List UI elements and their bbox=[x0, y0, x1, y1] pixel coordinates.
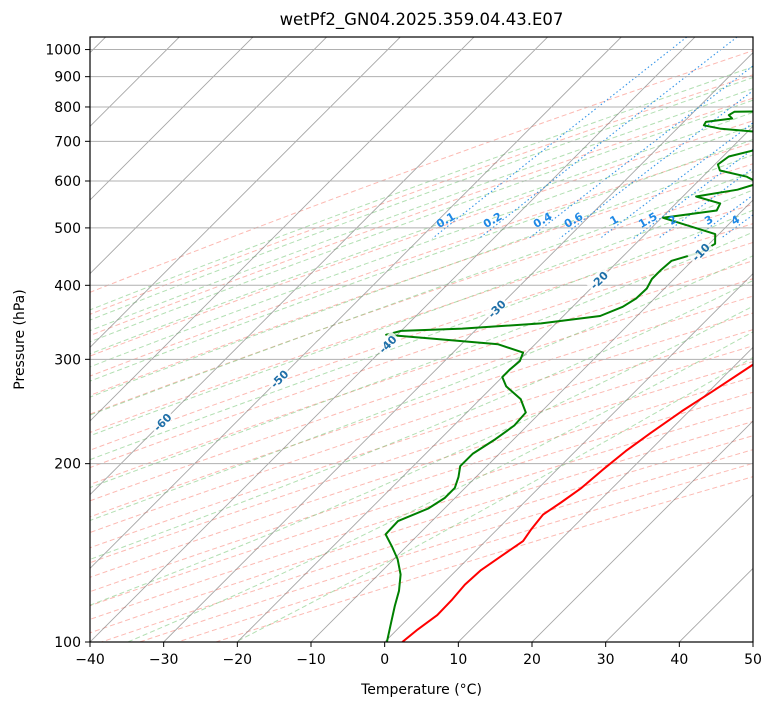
moist-adiabat bbox=[90, 66, 753, 311]
isotherm-line bbox=[90, 37, 622, 569]
dry-adiabat bbox=[90, 142, 753, 377]
isotherm-line bbox=[384, 273, 753, 642]
y-tick-label: 400 bbox=[54, 278, 81, 294]
y-axis-ticks: 1000 900 800 700 600 500 400 300 200 100 bbox=[45, 43, 90, 651]
svg-text:6: 6 bbox=[768, 213, 775, 228]
dry-adiabat bbox=[90, 278, 753, 502]
dry-adiabat bbox=[90, 312, 753, 534]
isotherm-line bbox=[163, 52, 753, 642]
pressure-grid bbox=[90, 49, 753, 642]
mixing-ratio-line bbox=[658, 167, 753, 239]
x-tick-label: −30 bbox=[149, 652, 179, 668]
chart-title: wetPf2_GN04.2025.359.04.43.E07 bbox=[280, 10, 564, 30]
moist-adiabat bbox=[90, 154, 753, 398]
plot-background bbox=[90, 37, 753, 642]
x-tick-label: 50 bbox=[744, 652, 762, 668]
y-tick-label: 600 bbox=[54, 174, 81, 190]
y-tick-label: 800 bbox=[54, 100, 81, 116]
y-tick-label: 500 bbox=[54, 221, 81, 237]
x-tick-label: 0 bbox=[380, 652, 389, 668]
dry-adiabat bbox=[90, 223, 753, 451]
mixing-ratio-line bbox=[528, 65, 753, 239]
mixing-ratio-line bbox=[760, 35, 775, 239]
mixing-ratio-line bbox=[478, 37, 738, 239]
x-axis-title: Temperature (°C) bbox=[360, 682, 482, 698]
y-tick-label: 300 bbox=[54, 352, 81, 368]
y-tick-label: 1000 bbox=[45, 43, 81, 59]
moist-adiabat bbox=[90, 280, 753, 560]
dry-adiabat bbox=[90, 241, 753, 469]
isotherm-line bbox=[90, 37, 254, 201]
x-tick-label: −40 bbox=[75, 652, 105, 668]
y-tick-label: 200 bbox=[54, 457, 81, 473]
dry-adiabat bbox=[90, 295, 753, 518]
y-tick-label: 700 bbox=[54, 134, 81, 150]
mixing-ratio-label: 6 bbox=[768, 213, 775, 228]
mixing-ratio-line bbox=[599, 122, 753, 239]
y-tick-label: 100 bbox=[54, 635, 81, 651]
isotherm-line bbox=[457, 346, 753, 642]
background-lines bbox=[90, 35, 775, 642]
x-tick-label: −20 bbox=[223, 652, 253, 668]
isotherm-line bbox=[90, 37, 328, 275]
mixing-ratio-line bbox=[432, 37, 688, 239]
dry-adiabat bbox=[90, 97, 753, 337]
isotherm-line bbox=[605, 494, 753, 642]
x-tick-label: 40 bbox=[670, 652, 688, 668]
dewpoint-profile-line bbox=[384, 110, 753, 642]
isotherm-line bbox=[531, 420, 753, 642]
x-axis-ticks: −40 −30 −20 −10 0 10 20 30 40 50 bbox=[75, 642, 762, 668]
temperature-profile-line bbox=[401, 363, 753, 642]
isotherm-line bbox=[236, 125, 753, 642]
moist-adiabat bbox=[90, 99, 753, 343]
plot-frame bbox=[89, 36, 754, 643]
moist-adiabat bbox=[90, 255, 753, 522]
mixing-ratio-line bbox=[559, 90, 753, 239]
isotherm-label: -70 bbox=[18, 466, 45, 493]
isotherm-line bbox=[310, 199, 753, 642]
moist-adiabat bbox=[90, 305, 753, 606]
moist-adiabat bbox=[90, 138, 753, 382]
x-tick-label: −10 bbox=[296, 652, 326, 668]
svg-text:-70: -70 bbox=[20, 468, 43, 491]
x-tick-label: 10 bbox=[449, 652, 467, 668]
moist-adiabat bbox=[90, 231, 753, 489]
y-tick-label: 900 bbox=[54, 70, 81, 86]
y-axis-title: Pressure (hPa) bbox=[12, 289, 28, 389]
isotherm-line bbox=[90, 37, 475, 422]
profile-lines bbox=[384, 110, 753, 642]
x-tick-label: 20 bbox=[523, 652, 541, 668]
dry-adiabat bbox=[90, 74, 753, 315]
isotherm-line bbox=[90, 37, 549, 496]
moist-adiabat bbox=[90, 76, 753, 321]
moist-adiabat bbox=[127, 331, 753, 642]
isotherm-line bbox=[90, 37, 401, 348]
x-tick-label: 30 bbox=[597, 652, 615, 668]
